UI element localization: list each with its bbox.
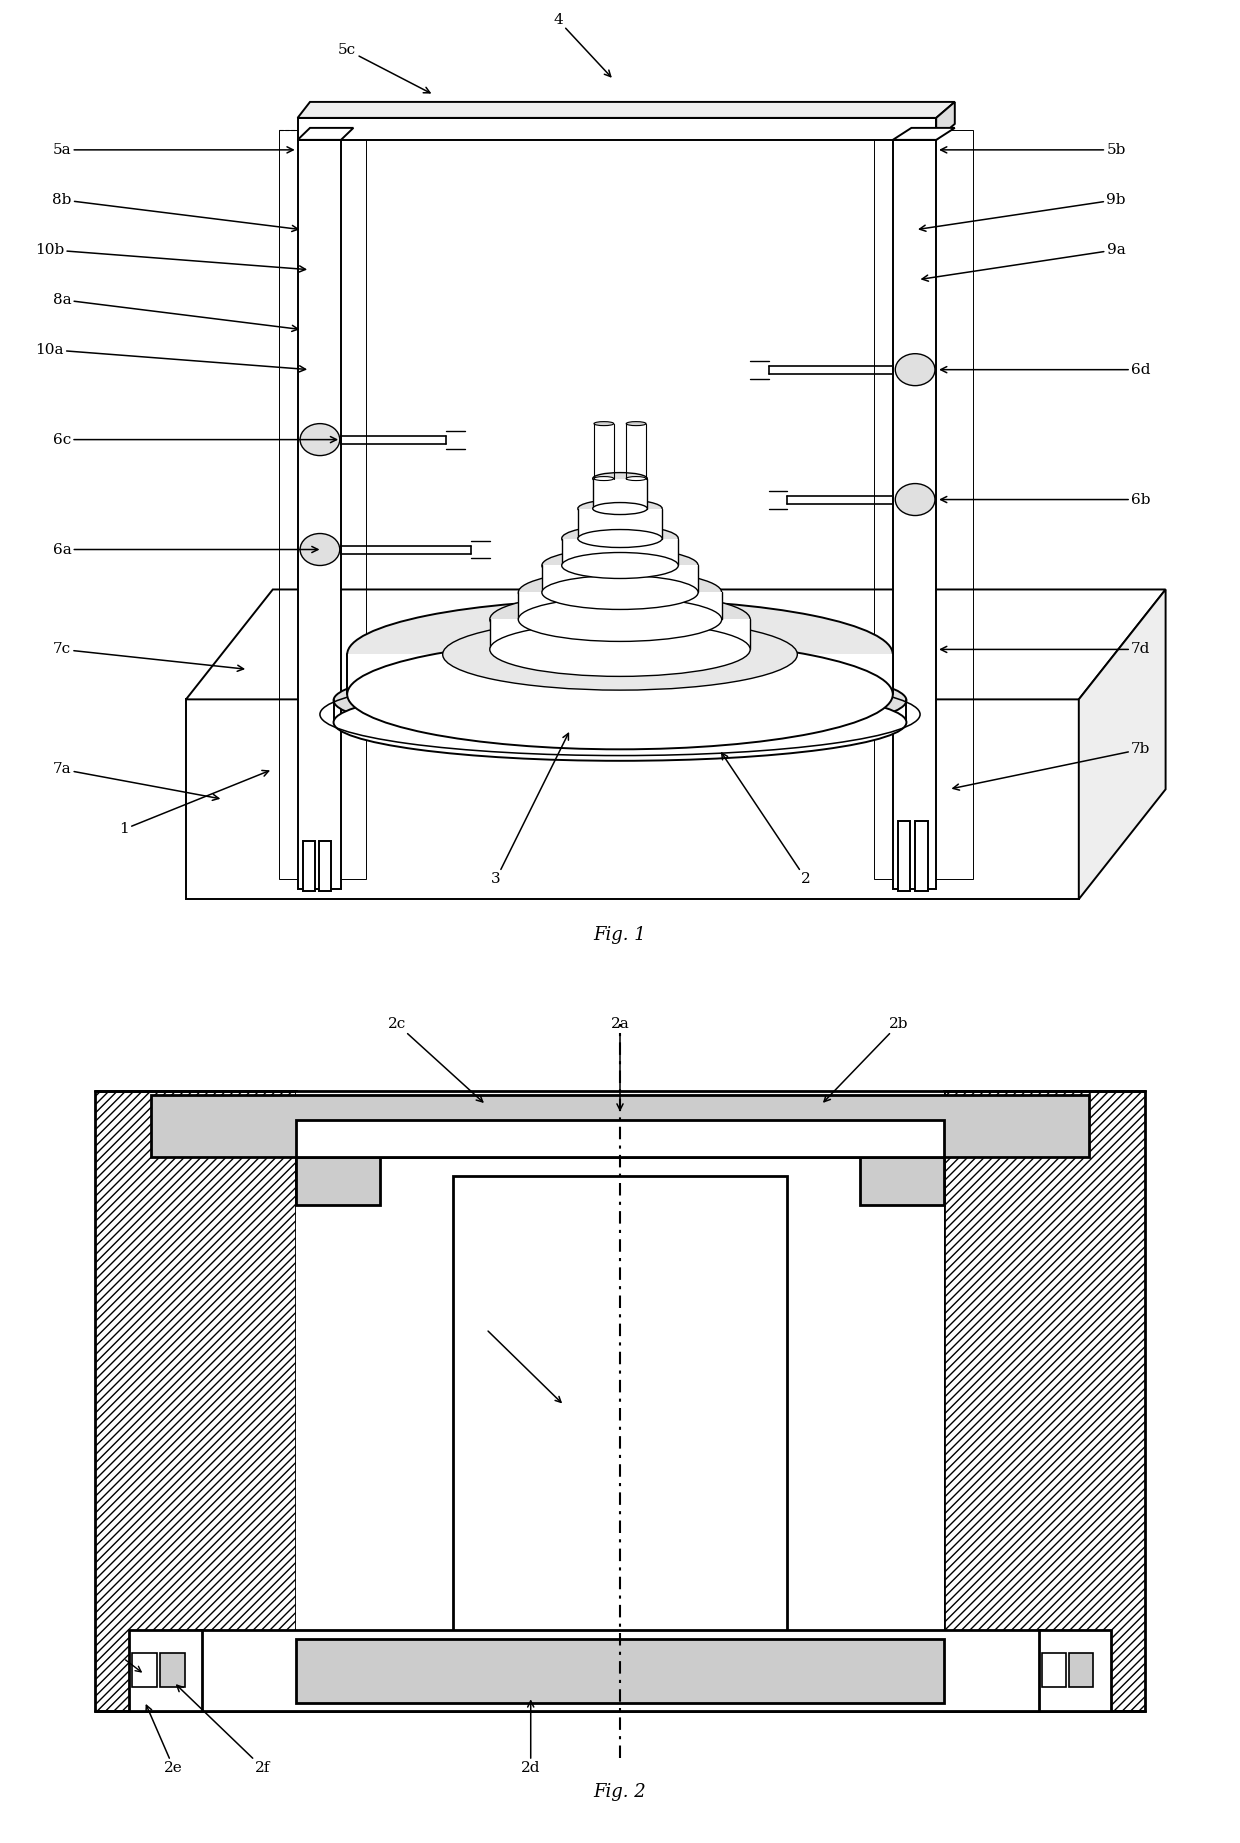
Polygon shape	[298, 101, 955, 118]
Polygon shape	[518, 592, 722, 619]
Bar	[298, 140, 341, 888]
Ellipse shape	[542, 575, 698, 610]
Text: 7c: 7c	[53, 643, 243, 671]
Circle shape	[895, 483, 935, 516]
Text: 10b: 10b	[35, 243, 305, 273]
Bar	[1039, 1629, 1111, 1710]
Ellipse shape	[594, 422, 614, 426]
Text: 7d: 7d	[941, 643, 1151, 656]
Polygon shape	[893, 127, 955, 140]
Bar	[898, 822, 910, 892]
Circle shape	[300, 424, 340, 455]
Polygon shape	[936, 101, 955, 140]
Bar	[1042, 1653, 1066, 1686]
Text: 8a: 8a	[52, 293, 298, 332]
Ellipse shape	[578, 499, 662, 518]
Text: 4: 4	[553, 13, 611, 77]
Text: 2b: 2b	[825, 1017, 909, 1102]
Text: 2e: 2e	[146, 1705, 184, 1775]
Text: 5b: 5b	[941, 144, 1126, 157]
Text: 2c: 2c	[388, 1017, 482, 1102]
Text: 7b: 7b	[954, 743, 1151, 791]
Polygon shape	[298, 127, 353, 140]
Text: 6c: 6c	[53, 433, 336, 446]
Polygon shape	[578, 509, 662, 538]
Ellipse shape	[347, 599, 893, 710]
Bar	[1069, 1653, 1094, 1686]
Polygon shape	[542, 566, 698, 592]
Text: Fig. 1: Fig. 1	[594, 927, 646, 944]
Circle shape	[300, 533, 340, 566]
Text: 2f: 2f	[177, 1685, 270, 1775]
Text: 8b: 8b	[52, 194, 298, 232]
Text: 7a: 7a	[52, 763, 218, 800]
Text: 2d: 2d	[521, 1701, 541, 1775]
Ellipse shape	[490, 592, 750, 647]
Bar	[296, 1121, 944, 1157]
Text: 9a: 9a	[923, 243, 1126, 282]
Bar	[95, 1091, 296, 1710]
Ellipse shape	[443, 619, 797, 689]
Text: 6a: 6a	[52, 542, 317, 557]
Text: 6b: 6b	[941, 492, 1151, 507]
Text: 5a: 5a	[52, 144, 293, 157]
Bar	[861, 1157, 944, 1205]
Polygon shape	[298, 118, 936, 140]
Text: 10a: 10a	[36, 343, 305, 372]
Polygon shape	[186, 590, 1166, 698]
Ellipse shape	[334, 662, 906, 739]
Polygon shape	[593, 479, 647, 509]
Circle shape	[895, 354, 935, 385]
Text: 2: 2	[722, 754, 811, 886]
Polygon shape	[1079, 590, 1166, 899]
Ellipse shape	[518, 571, 722, 614]
Ellipse shape	[593, 472, 647, 485]
Bar	[915, 822, 928, 892]
Bar	[133, 1653, 156, 1686]
Polygon shape	[562, 538, 678, 566]
Bar	[893, 140, 936, 888]
Ellipse shape	[593, 503, 647, 514]
Bar	[151, 1095, 1089, 1157]
Polygon shape	[490, 619, 750, 649]
Ellipse shape	[626, 422, 646, 426]
Text: 3: 3	[491, 734, 568, 886]
Bar	[296, 1091, 944, 1710]
Ellipse shape	[334, 684, 906, 761]
Text: Fig. 2: Fig. 2	[594, 1784, 646, 1801]
Text: 2a: 2a	[610, 1017, 630, 1109]
Text: 1: 1	[119, 770, 269, 837]
Bar	[453, 1176, 787, 1635]
Ellipse shape	[578, 529, 662, 547]
Ellipse shape	[594, 477, 614, 481]
Polygon shape	[347, 654, 893, 695]
Bar	[196, 1629, 1044, 1710]
Ellipse shape	[490, 623, 750, 676]
Ellipse shape	[626, 477, 646, 481]
Ellipse shape	[562, 553, 678, 579]
Text: 5c: 5c	[339, 42, 430, 92]
Bar	[160, 1653, 185, 1686]
Ellipse shape	[562, 525, 678, 551]
Ellipse shape	[347, 640, 893, 750]
Ellipse shape	[542, 549, 698, 582]
Bar	[296, 1157, 379, 1205]
Bar	[296, 1638, 944, 1703]
Bar	[944, 1091, 1145, 1710]
Bar	[319, 840, 331, 892]
Bar	[129, 1629, 201, 1710]
Polygon shape	[186, 698, 1079, 899]
Text: 9b: 9b	[920, 194, 1126, 230]
Ellipse shape	[518, 597, 722, 641]
Bar	[303, 840, 315, 892]
Text: 6d: 6d	[941, 363, 1151, 376]
